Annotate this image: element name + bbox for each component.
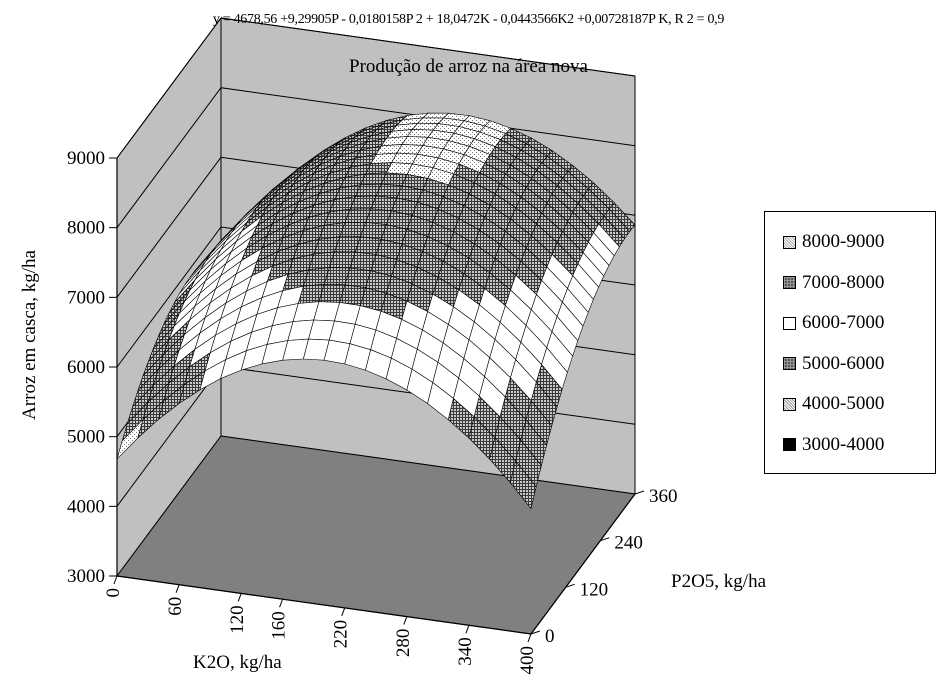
y-tick-label: 240	[614, 533, 643, 554]
z-tick-label: 6000	[67, 357, 105, 378]
x-axis-line	[116, 575, 532, 635]
legend-label: 6000-7000	[802, 312, 885, 334]
legend-swatch	[783, 438, 796, 452]
y-tick	[530, 630, 541, 635]
legend-label: 3000-4000	[802, 433, 885, 455]
x-tick	[403, 616, 408, 625]
x-tick	[341, 607, 346, 617]
z-tick-label: 3000	[67, 566, 105, 587]
legend-swatch	[783, 397, 796, 411]
z-tick-label: 4000	[67, 496, 105, 517]
x-tick-label: 400	[517, 646, 538, 675]
x-tick-label: 120	[227, 605, 248, 634]
z-tick-label: 7000	[67, 287, 105, 308]
legend-label: 7000-8000	[802, 271, 885, 293]
legend-label: 8000-9000	[802, 231, 885, 253]
z-gridline	[116, 17, 636, 159]
legend-label: 5000-6000	[802, 352, 885, 374]
x-tick	[279, 599, 284, 608]
legend-item: 8000-9000	[765, 222, 935, 263]
legend-item: 3000-4000	[765, 425, 935, 466]
x-tick	[175, 584, 180, 593]
y-axis-line	[530, 493, 636, 635]
y-tick	[565, 583, 575, 588]
z-tick-label: 9000	[67, 148, 105, 169]
legend-item: 4000-5000	[765, 384, 935, 425]
x-tick	[113, 575, 118, 585]
y-tick-label: 0	[545, 626, 555, 647]
legend-item: 7000-8000	[765, 263, 935, 304]
legend-item: 6000-7000	[765, 303, 935, 344]
z-tick-label: 8000	[67, 218, 105, 239]
y-tick-label: 360	[649, 486, 678, 507]
y-tick	[600, 537, 610, 542]
y-tick-label: 120	[580, 579, 609, 600]
legend-swatch	[783, 276, 796, 290]
response-surface	[116, 112, 636, 510]
legend-swatch	[783, 316, 796, 330]
legend-label: 4000-5000	[802, 393, 885, 415]
y-tick	[634, 490, 645, 495]
x-tick-label: 0	[103, 588, 124, 598]
x-tick-label: 220	[331, 620, 352, 649]
legend-item: 5000-6000	[765, 344, 935, 385]
x-tick-label: 280	[393, 629, 414, 658]
z-tick-label: 5000	[67, 427, 105, 448]
z-axis-title: Arroz em casca, kg/ha	[19, 250, 40, 420]
x-tick	[465, 625, 470, 634]
legend-swatch	[783, 357, 796, 371]
x-axis-title: K2O, kg/ha	[193, 652, 282, 673]
x-tick-label: 60	[165, 597, 186, 616]
legend: 8000-9000 7000-8000 6000-7000 5000-6000 …	[764, 211, 936, 474]
legend-swatch	[783, 235, 796, 249]
x-tick-label: 160	[269, 611, 290, 640]
y-axis-title: P2O5, kg/ha	[671, 571, 766, 592]
x-tick	[237, 593, 242, 602]
chart-title: Produção de arroz na área nova	[349, 56, 588, 77]
x-tick-label: 340	[455, 637, 476, 666]
x-tick	[527, 633, 532, 643]
surface-cell	[116, 419, 144, 460]
regression-equation: y = 4678,56 +9,29905P - 0,0180158P 2 + 1…	[212, 12, 725, 27]
